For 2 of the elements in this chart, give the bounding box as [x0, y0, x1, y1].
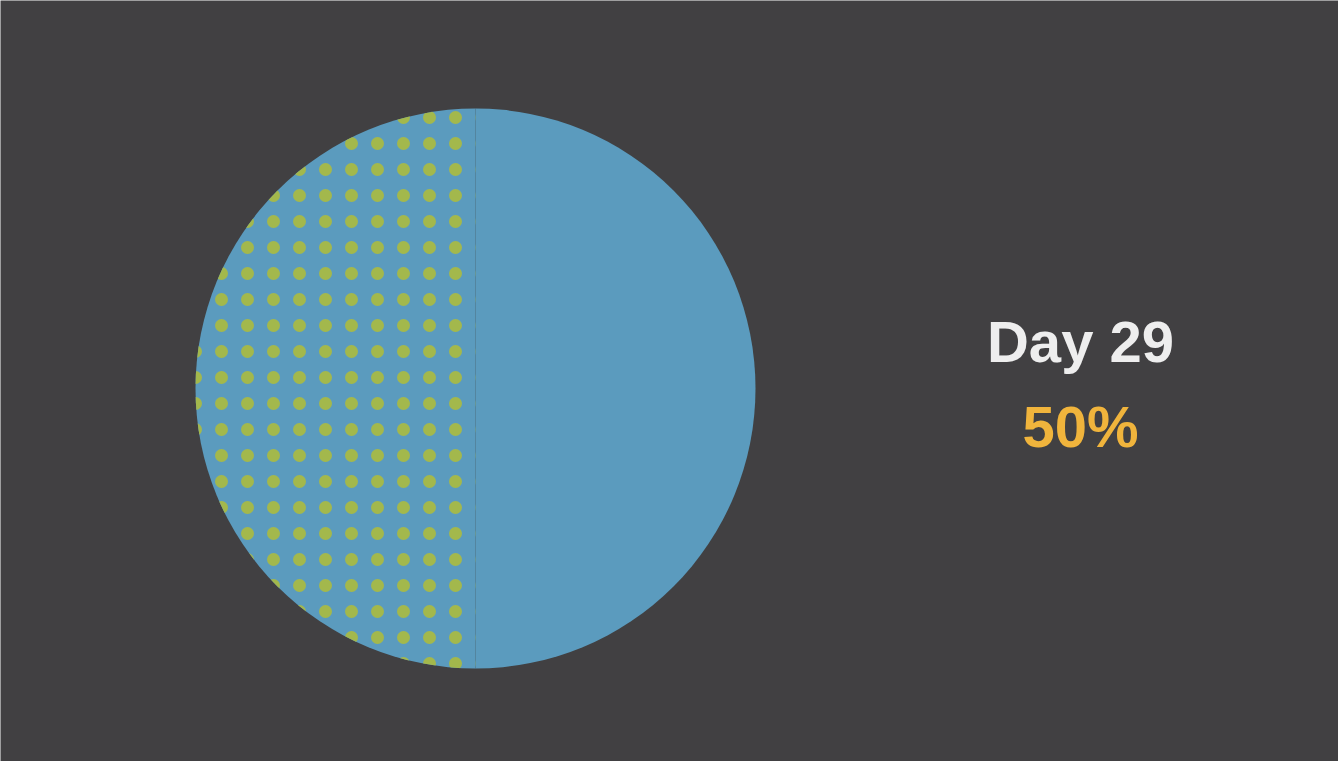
- text: Day 29: [986, 309, 1175, 374]
- text: 50%: [1022, 394, 1139, 459]
